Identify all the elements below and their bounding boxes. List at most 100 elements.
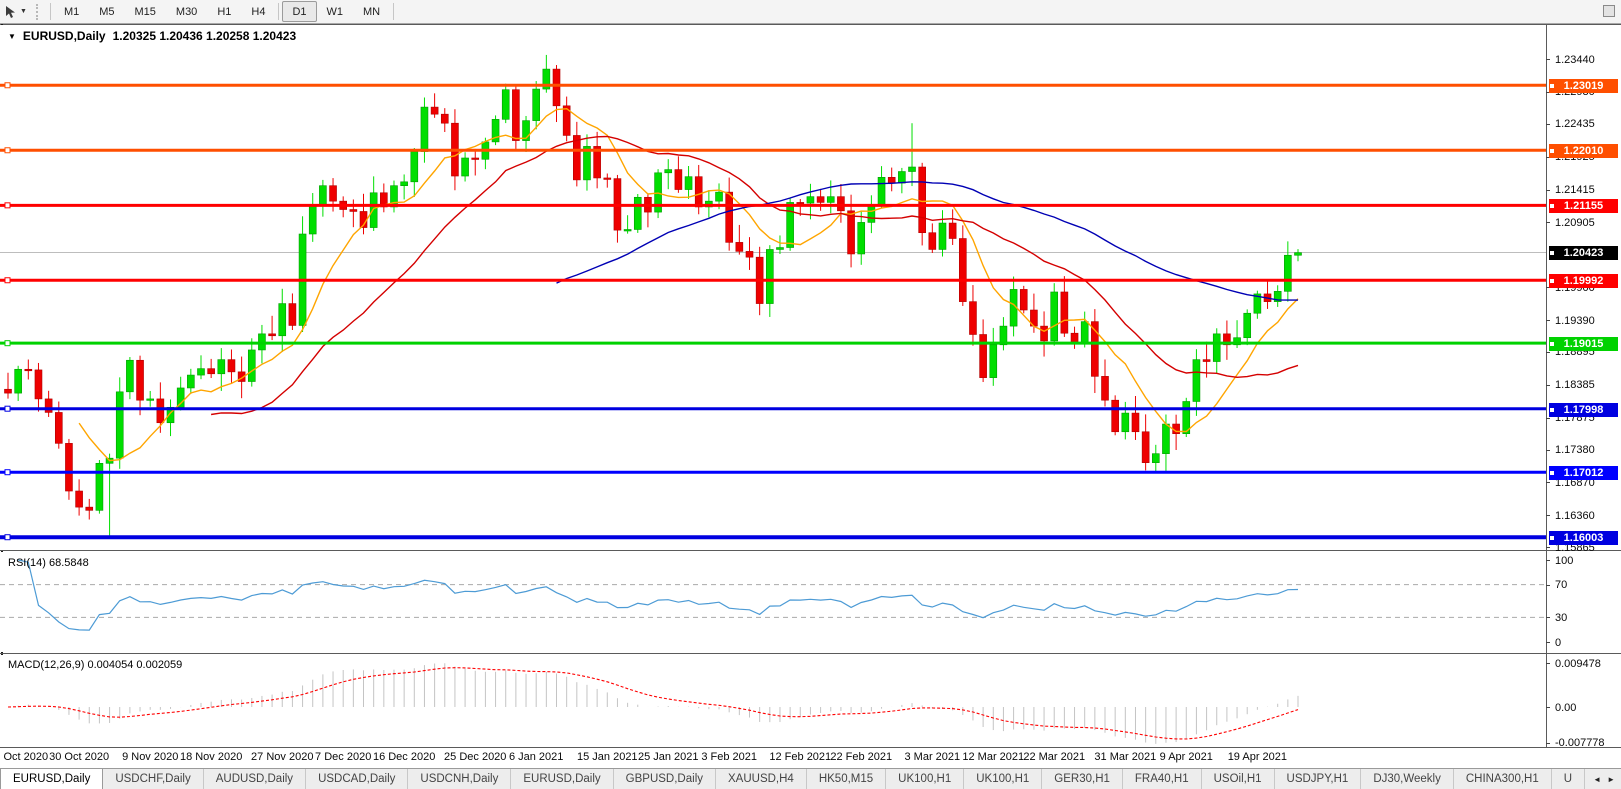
y-axis-tick-label: 1.23440 — [1555, 53, 1595, 66]
tab-gbpusd-daily-6[interactable]: GBPUSD,Daily — [614, 769, 716, 789]
toolbar-grip-handle[interactable] — [35, 3, 40, 20]
rsi-axis-tickmark — [1546, 560, 1550, 561]
timeframe-button-w1[interactable]: W1 — [326, 5, 344, 18]
y-axis-tickmark — [1546, 547, 1550, 549]
tab-usdcnh-daily-4[interactable]: USDCNH,Daily — [408, 769, 512, 789]
hline-drag-handle[interactable] — [4, 340, 11, 347]
timeframe-button-m30[interactable]: M30 — [175, 5, 198, 18]
tab-scroll-left-icon[interactable]: ◄ — [1593, 774, 1602, 784]
macd-bottom-border — [0, 747, 1621, 748]
y-axis-tickmark — [1546, 156, 1550, 158]
x-axis-label: 25 Jan 2021 — [637, 751, 699, 763]
main-chart-panel[interactable] — [0, 25, 1546, 550]
x-axis-label: 31 Mar 2021 — [1094, 751, 1157, 763]
tab-scroll-right-icon[interactable]: ► — [1607, 774, 1615, 784]
tab-usdcad-daily-3[interactable]: USDCAD,Daily — [306, 769, 409, 789]
moving-average-line-21 — [210, 135, 1299, 416]
x-axis-label: 22 Mar 2021 — [1023, 751, 1086, 763]
timeframe-button-m1[interactable]: M1 — [63, 5, 80, 18]
rsi-axis-label: 100 — [1555, 554, 1574, 567]
cursor-tool-caret-icon[interactable]: ▼ — [20, 8, 27, 15]
candles-layer — [4, 54, 1302, 536]
tab-eurusd-daily-0[interactable]: EURUSD,Daily — [0, 769, 104, 789]
y-axis-tickmark — [1546, 91, 1550, 93]
tab-eurusd-daily-5[interactable]: EURUSD,Daily — [511, 769, 614, 789]
tab-uk100-h1-10[interactable]: UK100,H1 — [964, 769, 1043, 789]
hline-drag-handle[interactable] — [4, 469, 11, 476]
timeframe-button-mn[interactable]: MN — [363, 5, 381, 18]
tab-ger30-h1-11[interactable]: GER30,H1 — [1042, 769, 1123, 789]
chart-title-ohlc: 1.20325 1.20436 1.20258 1.20423 — [112, 29, 297, 43]
x-axis-label: 9 Apr 2021 — [1159, 751, 1213, 763]
macd-axis-tickmark — [1546, 742, 1550, 744]
y-axis-tick-label: 1.17380 — [1555, 444, 1595, 456]
hline-drag-handle[interactable] — [4, 147, 11, 154]
x-axis-label: 3 Feb 2021 — [701, 751, 757, 763]
price-chart-canvas[interactable] — [0, 25, 1546, 550]
hline-drag-handle[interactable] — [4, 534, 11, 541]
tab-fra40-h1-12[interactable]: FRA40,H1 — [1123, 769, 1202, 789]
hline-drag-handle[interactable] — [4, 405, 11, 412]
hline-price-badge[interactable]: 1.22010 — [1549, 144, 1618, 159]
tab-usoil-h1-13[interactable]: USOil,H1 — [1202, 769, 1275, 789]
hline-price-badge[interactable]: 1.17012 — [1549, 466, 1618, 481]
hline-price-badge[interactable]: 1.17998 — [1549, 402, 1618, 417]
rsi-axis-label: 0 — [1555, 636, 1562, 649]
main-rsi-splitter[interactable] — [0, 550, 1621, 551]
tab-u-17[interactable]: U — [1552, 769, 1586, 789]
hline-price-badge[interactable]: 1.19015 — [1549, 337, 1618, 352]
rsi-axis-tickmark — [1546, 617, 1550, 619]
macd-signal-line — [7, 667, 1299, 740]
macd-axis-label: -0.007778 — [1555, 737, 1605, 750]
price-axis[interactable]: 1.234401.229301.224351.219251.214151.209… — [1546, 24, 1621, 768]
tab-scroll-controls: ◄ ► — [1587, 769, 1621, 789]
hline-price-badge[interactable]: 1.21155 — [1549, 199, 1618, 214]
hline-drag-handle[interactable] — [4, 277, 11, 284]
y-axis-tickmark — [1546, 189, 1550, 191]
x-axis-label: 21 Oct 2020 — [0, 751, 49, 763]
tab-china300-h1-16[interactable]: CHINA300,H1 — [1454, 769, 1552, 789]
rsi-axis-tickmark — [1546, 642, 1550, 643]
current-price-badge: 1.20423 — [1549, 246, 1618, 261]
rsi-canvas[interactable] — [0, 552, 1546, 652]
tab-usdjpy-h1-14[interactable]: USDJPY,H1 — [1275, 769, 1362, 789]
tab-audusd-daily-2[interactable]: AUDUSD,Daily — [204, 769, 307, 789]
tab-xauusd-h4-7[interactable]: XAUUSD,H4 — [716, 769, 807, 789]
top-toolbar: ▼ M1 M5 M15 M30 H1 H4 D1 W1 MN — [0, 0, 1621, 24]
tab-usdchf-daily-1[interactable]: USDCHF,Daily — [103, 769, 204, 789]
macd-panel[interactable] — [0, 655, 1546, 747]
rsi-macd-splitter[interactable] — [0, 653, 1621, 654]
x-axis-label: 6 Jan 2021 — [508, 751, 564, 763]
x-axis-label: 15 Jan 2021 — [577, 751, 638, 763]
timeframe-button-d1[interactable]: D1 — [282, 1, 317, 22]
y-axis-tickmark — [1546, 351, 1550, 353]
toolbar-corner-icon[interactable] — [1603, 5, 1615, 17]
macd-label: MACD(12,26,9) 0.004054 0.002059 — [8, 659, 183, 671]
timeframe-button-h1[interactable]: H1 — [217, 5, 232, 18]
rsi-panel[interactable] — [0, 552, 1546, 652]
tab-uk100-h1-9[interactable]: UK100,H1 — [886, 769, 965, 789]
hline-price-badge[interactable]: 1.16003 — [1549, 531, 1618, 546]
timeframe-button-m5[interactable]: M5 — [99, 5, 115, 18]
hline-price-badge[interactable]: 1.19992 — [1549, 274, 1618, 289]
cursor-tool-icon[interactable] — [4, 5, 17, 19]
hline-price-badge[interactable]: 1.23019 — [1549, 79, 1618, 94]
toolbar-divider — [49, 3, 51, 20]
chart-title-caret-icon[interactable]: ▼ — [8, 31, 16, 41]
y-axis-tick-label: 1.20905 — [1555, 216, 1595, 229]
x-axis-label: 25 Dec 2020 — [444, 751, 507, 763]
hline-drag-handle[interactable] — [4, 202, 11, 209]
macd-canvas[interactable] — [0, 655, 1546, 747]
timeframe-button-m15[interactable]: M15 — [134, 5, 156, 18]
rsi-axis-label: 30 — [1555, 611, 1568, 624]
y-axis-tickmark — [1546, 287, 1550, 289]
tab-dj30-weekly-15[interactable]: DJ30,Weekly — [1361, 769, 1454, 789]
y-axis-tick-label: 1.16360 — [1555, 509, 1595, 522]
x-axis-label: 16 Dec 2020 — [372, 751, 436, 763]
hline-drag-handle[interactable] — [4, 82, 11, 89]
rsi-label: RSI(14) 68.5848 — [8, 557, 89, 569]
x-axis-label: 3 Mar 2021 — [904, 751, 961, 763]
timeframe-button-h4[interactable]: H4 — [251, 5, 266, 18]
tab-hk50-m15-8[interactable]: HK50,M15 — [807, 769, 887, 789]
